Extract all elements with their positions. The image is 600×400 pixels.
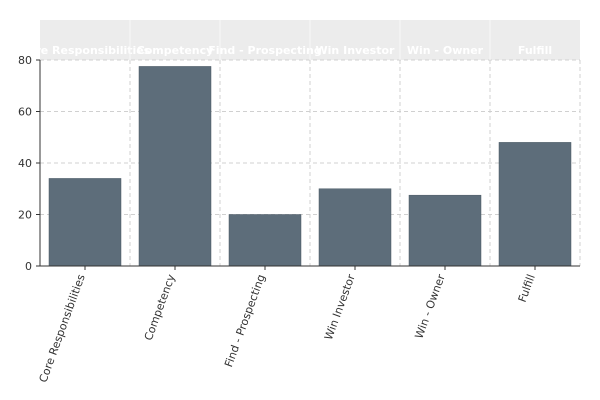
bars: [48, 66, 572, 267]
y-tick-labels: 0 20 40 60 80: [18, 54, 32, 273]
y-tick-label: 80: [18, 54, 32, 67]
header-category-label: Find - Prospecting: [208, 44, 321, 57]
bar: [228, 214, 302, 267]
bar: [318, 188, 392, 267]
header-category-label: Fulfill: [518, 44, 552, 57]
y-tick-label: 60: [18, 106, 32, 119]
x-tick-label: Core Responsibilities: [37, 272, 88, 384]
x-tick-label: Win Investor: [322, 272, 358, 342]
y-tick-label: 0: [25, 260, 32, 273]
bar: [48, 178, 122, 267]
x-tick-labels: Core Responsibilities Competency Find - Pr…: [37, 272, 538, 384]
x-tick-label: Find - Prospecting: [222, 273, 268, 369]
header-category-label: Competency: [137, 44, 214, 57]
grid-lines: [40, 20, 581, 266]
axes: [36, 59, 580, 270]
y-tick-label: 40: [18, 157, 32, 170]
bar: [498, 142, 572, 267]
header-category-label: Win Investor: [316, 44, 395, 57]
x-tick-label: Fulfill: [516, 273, 538, 305]
header-category-label: Core Responsibilities: [20, 44, 151, 57]
y-tick-label: 20: [18, 209, 32, 222]
bar: [138, 66, 212, 267]
x-tick-label: Win - Owner: [413, 272, 448, 340]
x-tick-label: Competency: [142, 272, 178, 342]
bar: [408, 194, 482, 267]
header-category-label: Win - Owner: [407, 44, 484, 57]
